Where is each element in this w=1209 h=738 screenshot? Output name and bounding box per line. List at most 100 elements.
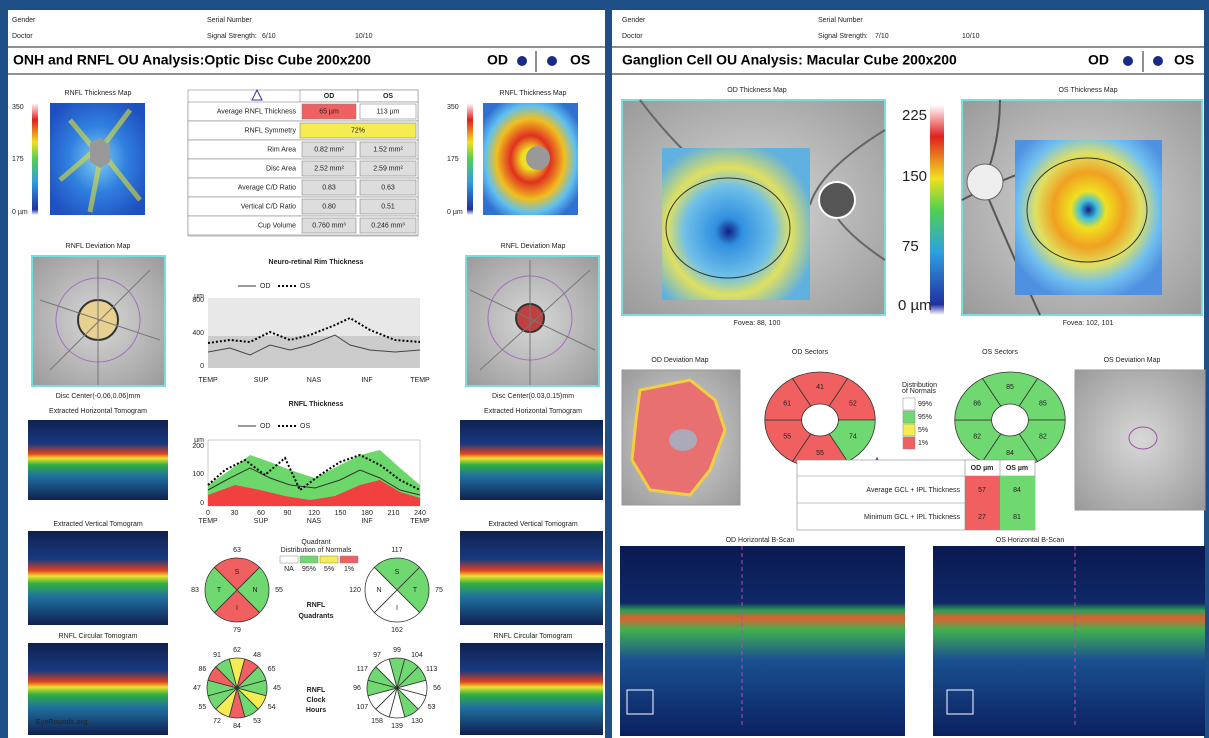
scale-label: 0 µm [447,209,463,216]
x-number: 0 [206,510,210,517]
x-number: 120 [308,510,320,517]
icon [946,689,974,715]
os-label: OS [570,52,590,68]
x-number: 150 [335,510,347,517]
x-number: 180 [361,510,373,517]
cell [359,160,417,177]
x-label: SUP [254,377,269,384]
icon [626,689,654,715]
quadrant-value: 120 [349,587,361,594]
clock-value: 117 [357,666,368,673]
sector [373,589,421,623]
cell [301,198,357,215]
os-curve [207,453,421,492]
legend-label: NA [284,566,294,573]
cell-text: 65 µm [319,108,339,115]
sector [213,589,261,623]
os-dot [1153,56,1163,66]
clock-value: 65 [268,666,276,673]
clock-value: 158 [371,718,383,725]
tomo-title: Extracted Horizontal Tomogram [49,408,147,415]
legend-label: 1% [344,566,354,573]
quadrant-letter: I [396,605,398,612]
legend-label: OD [260,423,271,430]
legend-title: Quadrant [301,539,330,546]
parameter-table: OD OS Average RNFL Thickness 65 µm 113 µm R… [187,88,419,237]
quadrant-value: 162 [391,627,403,634]
cell [965,503,1000,530]
sector-title: OS Sectors [982,349,1018,356]
label: Signal Strength: [818,33,868,40]
sector-title: OD Sectors [792,349,829,356]
clock-value: 139 [391,723,403,730]
x-label: TEMP [410,518,430,525]
od-label: OD [1088,52,1109,68]
x-label: TEMP [198,518,218,525]
disc [966,163,1004,201]
x-label: NAS [307,377,322,384]
cell-text: 0.51 [381,203,395,210]
tomo-title: RNFL Circular Tomogram [59,633,138,640]
scale-bar [930,105,944,315]
x-number: 30 [231,510,239,517]
cell [965,476,1000,503]
cell-text: 57 [978,487,986,494]
cell-text: 27 [978,514,986,521]
clock-value: 86 [198,666,206,673]
scale-label: 0 µm [12,209,28,216]
sector [375,658,398,690]
fovea [669,429,697,451]
tick-label: 0 [200,500,204,507]
cell-text: 1.52 mm² [373,146,403,153]
sector [204,566,238,614]
sector [764,377,812,421]
x-label: TEMP [198,377,218,384]
sector-value: 86 [973,400,981,407]
od-dot [517,56,527,66]
clock-value: 48 [253,652,261,659]
sector [213,557,261,591]
plot-title: Neuro-retinal Rim Thickness [269,259,364,266]
clock-value: 62 [233,647,241,654]
sector [373,557,421,591]
sector-value: 85 [1039,400,1047,407]
caption: Disc Center(-0.06,0.06)mm [56,393,141,400]
sector-value: 55 [783,433,791,440]
scale-label: 75 [902,238,919,255]
scale-label: 225 [902,107,927,124]
x-number: 210 [388,510,400,517]
col-header: OD µm [971,465,994,472]
sector-value: 84 [1006,450,1014,457]
quadrant-value: 75 [435,587,443,594]
legend-label: 5% [324,566,334,573]
swatch [299,555,319,564]
label: Signal Strength: [207,33,257,40]
tomogram [460,420,603,500]
map-title: RNFL Thickness Map [65,90,132,97]
cell-text: 0.82 mm² [314,146,344,153]
cell [301,217,357,234]
tick-label: 200 [192,443,204,450]
tomogram [28,643,168,735]
clock-value: 130 [411,718,423,725]
sector [364,566,398,614]
cell [359,103,417,120]
legend-title: of Normals [902,388,936,395]
sector-value: 61 [783,400,791,407]
watermark: EyeRounds.org [36,719,88,726]
cell [301,141,357,158]
clock-value: 113 [426,666,437,673]
os-label: OS [1174,52,1194,68]
clock-value: 55 [198,704,206,711]
title: Ganglion Cell OU Analysis: Macular Cube … [622,52,957,68]
label: 10/10 [355,33,373,40]
sector [236,566,270,614]
clock-value: 107 [357,704,369,711]
map-title: OD Deviation Map [651,357,708,364]
cell [359,198,417,215]
scale-label: 350 [12,104,24,111]
disc [818,181,856,219]
bscan [620,546,905,736]
od-label: OD [487,52,508,68]
map-title: OS Thickness Map [1058,87,1117,94]
